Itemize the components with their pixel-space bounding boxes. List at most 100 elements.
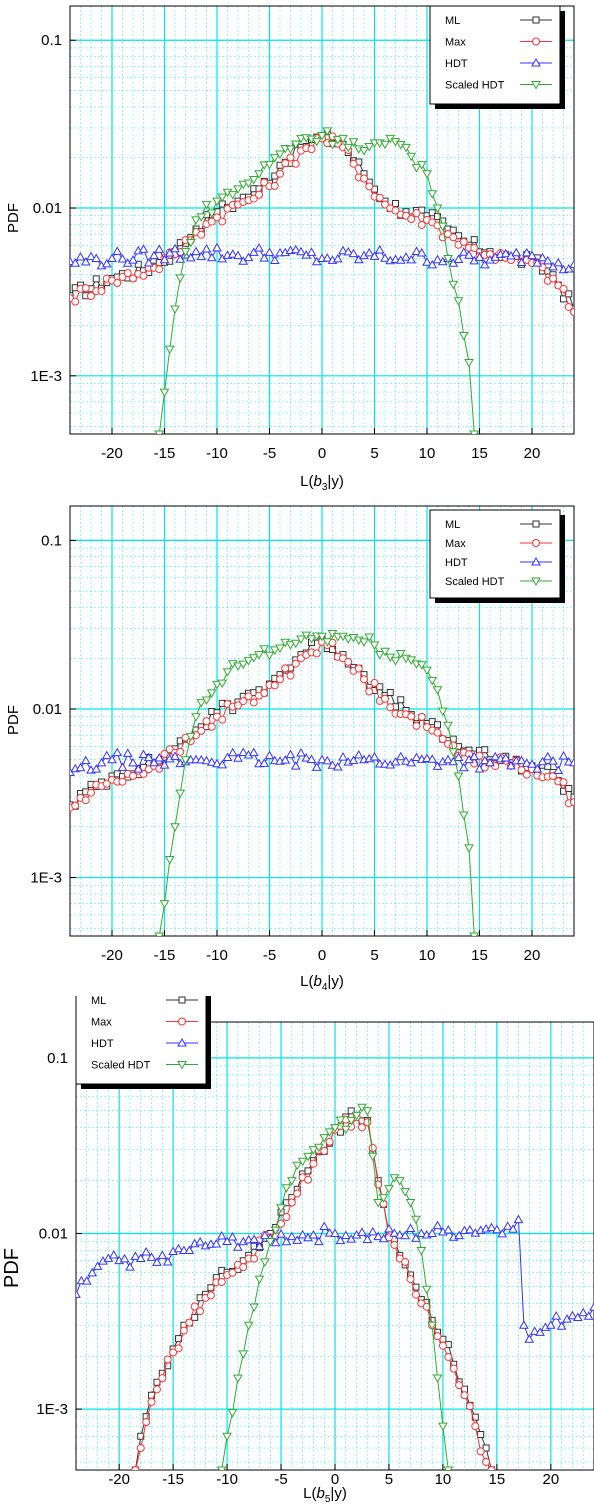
data-point (207, 1284, 215, 1292)
data-point (206, 689, 217, 698)
data-point (233, 1374, 243, 1384)
data-point (471, 1422, 480, 1431)
x-tick-label: 15 (489, 1471, 506, 1488)
data-point (407, 215, 416, 224)
series-scaled-hdt (154, 629, 480, 936)
data-point (270, 1226, 281, 1236)
data-point (443, 255, 453, 264)
data-point (438, 1341, 447, 1350)
data-point (390, 1240, 399, 1249)
data-point (180, 756, 191, 765)
legend-box (75, 996, 207, 1085)
data-point (353, 749, 364, 759)
data-point (322, 127, 333, 136)
data-point (369, 751, 380, 761)
series-scaled-hdt (216, 1103, 454, 1470)
data-point (249, 698, 258, 707)
data-point (338, 245, 348, 255)
data-point (297, 1157, 308, 1167)
data-point (292, 1235, 303, 1244)
legend-marker (531, 556, 541, 566)
data-point (164, 247, 175, 257)
data-point (460, 1391, 469, 1400)
x-tick-label: -20 (101, 445, 123, 462)
data-point (238, 1350, 249, 1359)
data-point (153, 1378, 161, 1386)
data-point (218, 715, 227, 724)
data-point (296, 748, 306, 757)
data-point (290, 244, 301, 254)
data-point (348, 755, 359, 765)
data-point (455, 1381, 464, 1390)
data-point (380, 253, 390, 262)
data-point (427, 259, 438, 269)
data-point (170, 243, 180, 253)
x-tick-label: -5 (263, 947, 276, 964)
data-point (197, 230, 206, 239)
data-point (92, 275, 100, 283)
data-point (260, 178, 269, 187)
data-point (313, 1143, 324, 1153)
data-point (81, 1276, 92, 1285)
data-point (207, 722, 216, 731)
data-point (287, 1198, 296, 1207)
data-point (548, 756, 558, 765)
y-tick-label: 0.01 (33, 701, 62, 718)
data-point (180, 248, 191, 257)
data-point (365, 182, 374, 191)
data-point (159, 900, 170, 909)
data-point (290, 761, 301, 770)
data-point (91, 253, 102, 263)
y-tick-label: 0.1 (41, 32, 62, 49)
data-point (191, 713, 201, 722)
data-point (212, 758, 222, 768)
data-point (138, 244, 149, 253)
data-point (155, 265, 164, 274)
data-point (270, 1237, 281, 1247)
data-point (118, 272, 127, 281)
data-point (149, 250, 159, 260)
data-point (319, 1221, 330, 1230)
data-point (191, 216, 201, 225)
data-point (290, 639, 301, 649)
data-point (401, 252, 411, 261)
legend-label: Max (445, 538, 466, 550)
data-point (71, 801, 80, 810)
data-point (176, 747, 185, 756)
data-point (485, 757, 495, 767)
plot-area (76, 1103, 594, 1470)
data-point (432, 204, 443, 214)
data-point (343, 635, 354, 644)
data-point (264, 160, 275, 170)
data-point (259, 645, 270, 654)
legend-label: Scaled HDT (91, 1060, 151, 1072)
data-point (362, 1234, 373, 1243)
data-point (81, 796, 90, 805)
data-point (285, 749, 296, 759)
data-point (359, 638, 369, 647)
data-point (324, 1128, 335, 1137)
x-axis-label: L(b5|y) (303, 1485, 347, 1505)
data-point (411, 1215, 421, 1225)
data-point (422, 170, 432, 179)
data-point (152, 1385, 161, 1394)
data-point (405, 1223, 416, 1232)
data-point (174, 1344, 183, 1353)
data-point (149, 757, 159, 767)
data-point (154, 932, 165, 936)
data-point (175, 254, 186, 263)
data-point (269, 255, 280, 265)
data-point (249, 1303, 259, 1313)
data-point (282, 1212, 291, 1221)
data-point (438, 1422, 448, 1432)
data-point (394, 1230, 405, 1239)
data-point (443, 754, 453, 764)
data-point (401, 143, 411, 153)
data-point (185, 252, 196, 262)
data-point (281, 664, 290, 673)
data-point (432, 1220, 443, 1230)
data-point (123, 269, 132, 278)
x-tick-label: -5 (263, 445, 276, 462)
series-hdt (70, 747, 574, 776)
legend-label: HDT (445, 58, 468, 70)
